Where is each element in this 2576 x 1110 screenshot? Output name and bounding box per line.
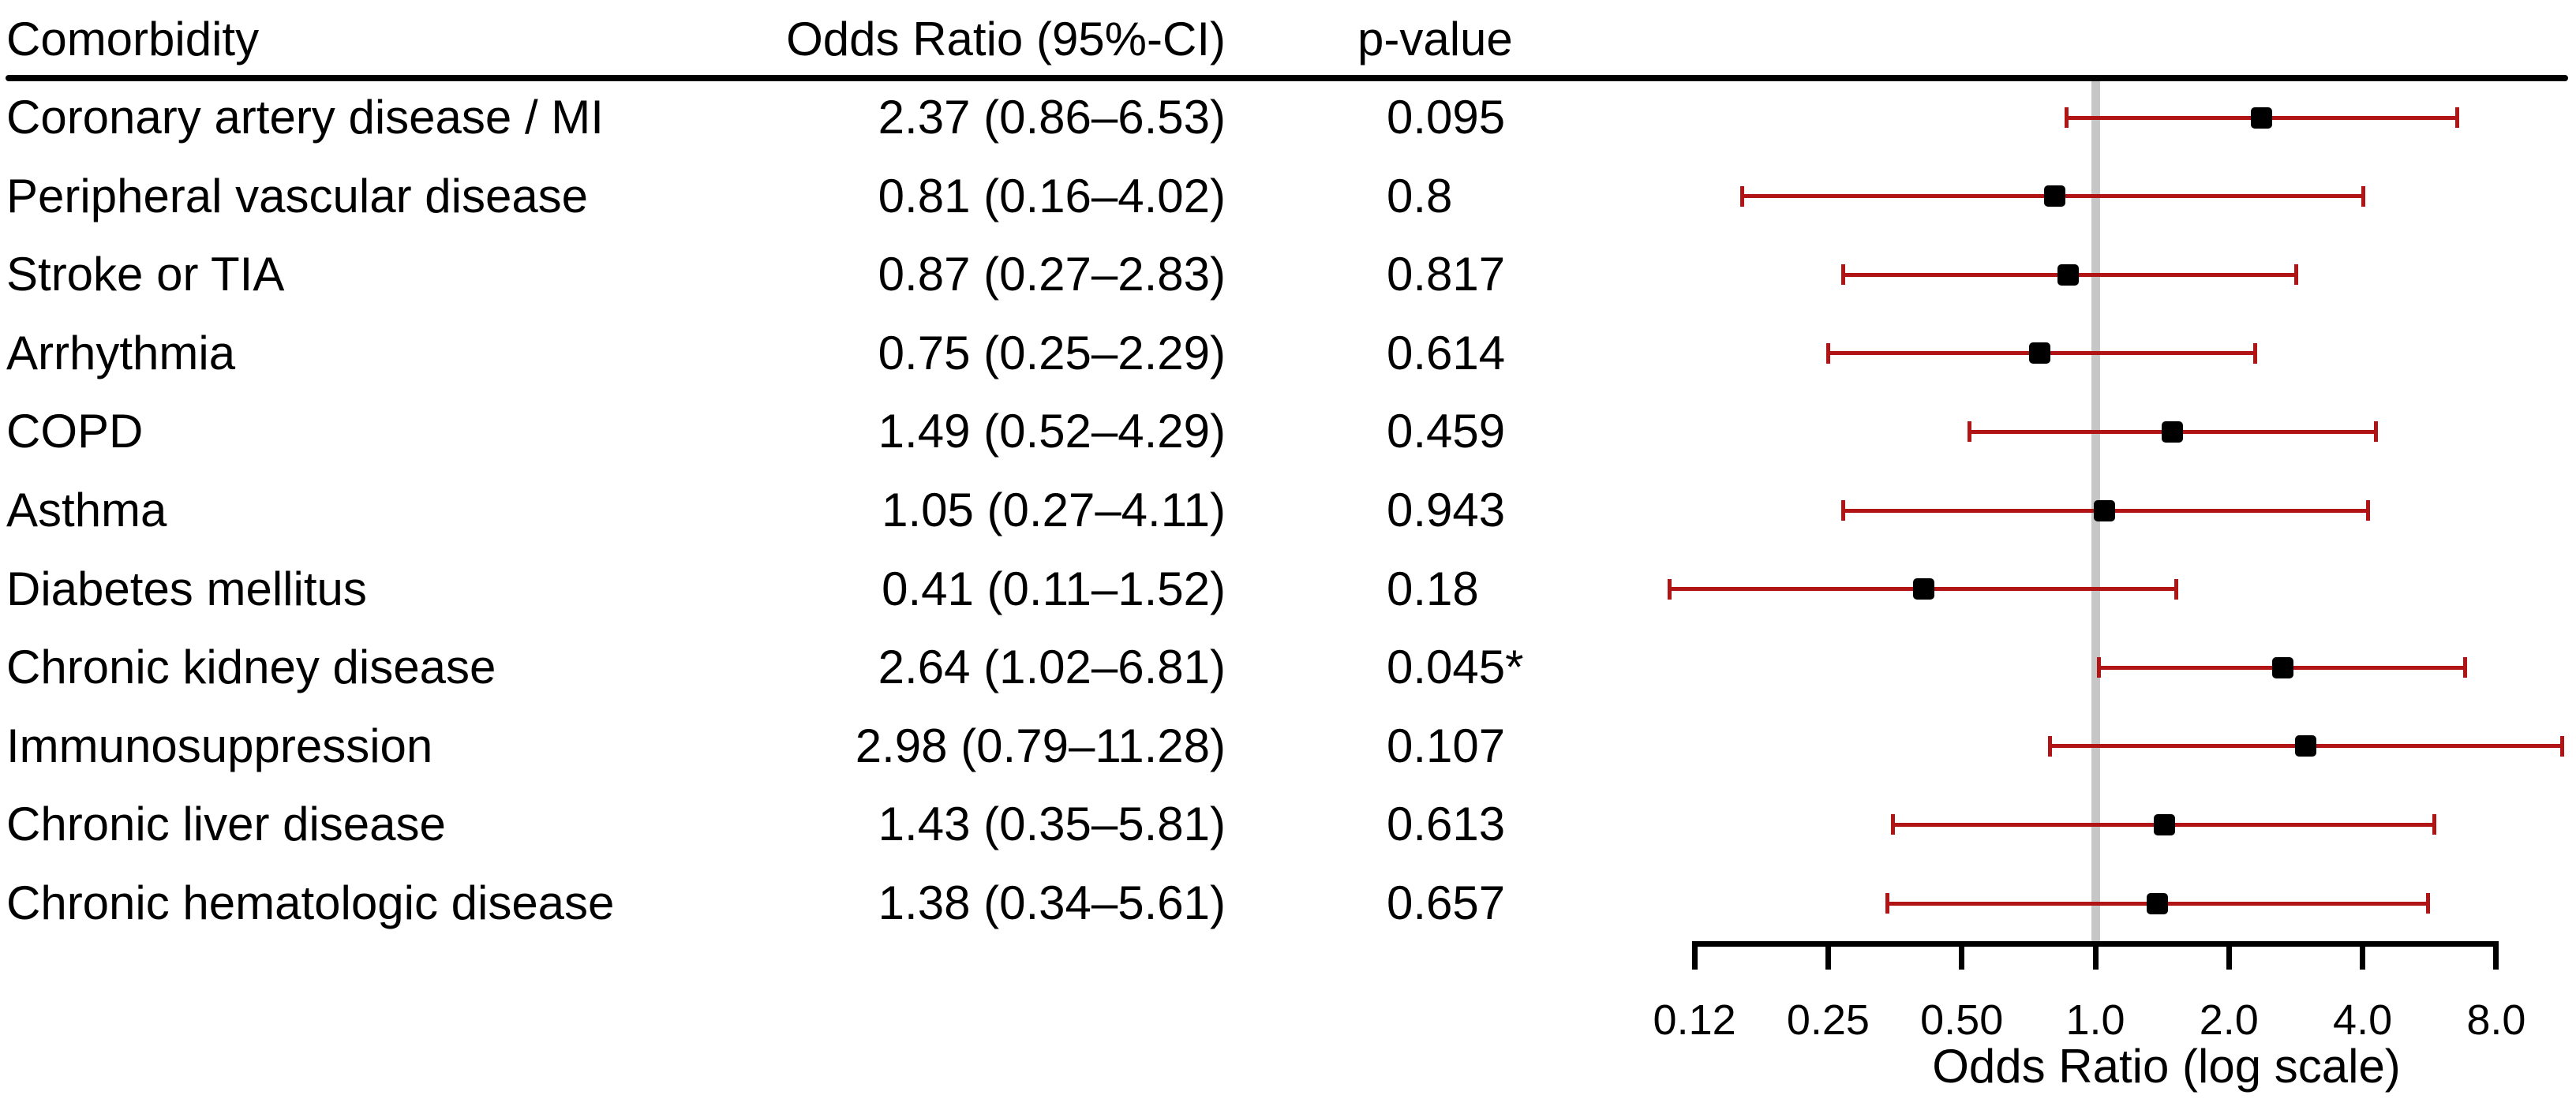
or-ci-value: 1.38 (0.34–5.61) (878, 876, 1226, 929)
ci-cap-left (1739, 185, 1744, 207)
p-value: 0.095 (1387, 91, 1506, 144)
or-ci-value: 2.98 (0.79–11.28) (855, 719, 1226, 772)
ci-cap-right (2174, 578, 2178, 600)
x-axis-title: Odds Ratio (log scale) (1932, 1040, 2401, 1093)
ci-cap-right (2361, 185, 2366, 207)
x-axis-tick (2226, 941, 2232, 970)
or-ci-value: 1.05 (0.27–4.11) (882, 484, 1226, 536)
row-label: Coronary artery disease / MI (6, 91, 604, 144)
or-marker (2057, 263, 2080, 286)
x-axis-tick (1691, 941, 1698, 970)
x-axis-tick (1959, 941, 1965, 970)
p-value: 0.613 (1387, 798, 1506, 851)
ci-cap-right (2374, 421, 2379, 443)
row-label: Chronic hematologic disease (6, 876, 615, 929)
x-axis-tick-label: 0.25 (1786, 996, 1870, 1044)
or-marker (2153, 813, 2175, 835)
odds-ratio-column-header: Odds Ratio (95%-CI) (786, 13, 1226, 65)
ci-cap-left (2097, 657, 2102, 678)
row-label: Immunosuppression (6, 719, 433, 772)
p-value: 0.943 (1387, 484, 1506, 536)
row-label: Diabetes mellitus (6, 562, 367, 615)
or-ci-value: 2.64 (1.02–6.81) (878, 641, 1226, 694)
row-label: Chronic liver disease (6, 798, 446, 851)
ci-cap-right (2252, 342, 2257, 364)
or-ci-value: 1.49 (0.52–4.29) (878, 405, 1226, 458)
p-value: 0.045* (1387, 641, 1524, 694)
ci-cap-left (2047, 735, 2052, 757)
or-ci-value: 0.81 (0.16–4.02) (878, 169, 1226, 222)
p-value: 0.459 (1387, 405, 1506, 458)
x-axis-tick (2493, 941, 2499, 970)
x-axis-tick-label: 1.0 (2065, 996, 2125, 1044)
or-ci-value: 1.43 (0.35–5.81) (878, 798, 1226, 851)
or-marker (2044, 185, 2066, 207)
or-marker (2147, 892, 2169, 914)
p-value: 0.18 (1387, 562, 1479, 615)
ci-cap-left (1840, 500, 1845, 521)
or-marker (2161, 420, 2183, 443)
row-label: Arrhythmia (6, 326, 236, 379)
x-axis-tick (2092, 941, 2099, 970)
or-marker (2295, 735, 2317, 757)
row-label: Asthma (6, 484, 167, 536)
or-marker (2251, 107, 2273, 129)
ci-cap-left (1668, 578, 1672, 600)
ci-cap-right (2293, 264, 2298, 286)
ci-cap-left (2064, 107, 2069, 128)
ci-cap-left (1825, 342, 1830, 364)
p-value: 0.817 (1387, 248, 1506, 301)
ci-cap-right (2560, 735, 2565, 757)
p-value: 0.107 (1387, 719, 1506, 772)
or-marker (1912, 578, 1934, 600)
or-marker (2094, 499, 2116, 521)
x-axis-tick-label: 8.0 (2466, 996, 2526, 1044)
or-marker (2029, 342, 2051, 364)
x-axis-tick-label: 2.0 (2199, 996, 2259, 1044)
comorbidity-column-header: Comorbidity (6, 13, 260, 65)
p-value: 0.657 (1387, 876, 1506, 929)
header-rule (6, 75, 2568, 81)
pvalue-column-header: p-value (1357, 13, 1513, 65)
x-axis-tick (1825, 941, 1831, 970)
p-value: 0.8 (1387, 169, 1453, 222)
or-ci-value: 0.75 (0.25–2.29) (878, 326, 1226, 379)
ci-cap-right (2365, 500, 2370, 521)
row-label: Peripheral vascular disease (6, 169, 589, 222)
row-label: Chronic kidney disease (6, 641, 496, 694)
ci-cap-left (1891, 814, 1896, 835)
p-value: 0.614 (1387, 326, 1506, 379)
row-label: Stroke or TIA (6, 248, 285, 301)
ci-cap-left (1840, 264, 1845, 286)
or-ci-value: 2.37 (0.86–6.53) (878, 91, 1226, 144)
ci-cap-left (1885, 893, 1889, 914)
x-axis-tick-label: 0.50 (1920, 996, 2004, 1044)
ci-cap-left (1967, 421, 1971, 443)
x-axis-tick-label: 4.0 (2333, 996, 2393, 1044)
ci-cap-right (2463, 657, 2468, 678)
row-label: COPD (6, 405, 144, 458)
ci-cap-right (2454, 107, 2459, 128)
or-ci-value: 0.41 (0.11–1.52) (882, 562, 1226, 615)
ci-cap-right (2432, 814, 2437, 835)
x-axis-tick (2360, 941, 2366, 970)
or-marker (2271, 656, 2293, 678)
ci-cap-right (2425, 893, 2430, 914)
x-axis-tick-label: 0.12 (1653, 996, 1736, 1044)
or-ci-value: 0.87 (0.27–2.83) (878, 248, 1226, 301)
